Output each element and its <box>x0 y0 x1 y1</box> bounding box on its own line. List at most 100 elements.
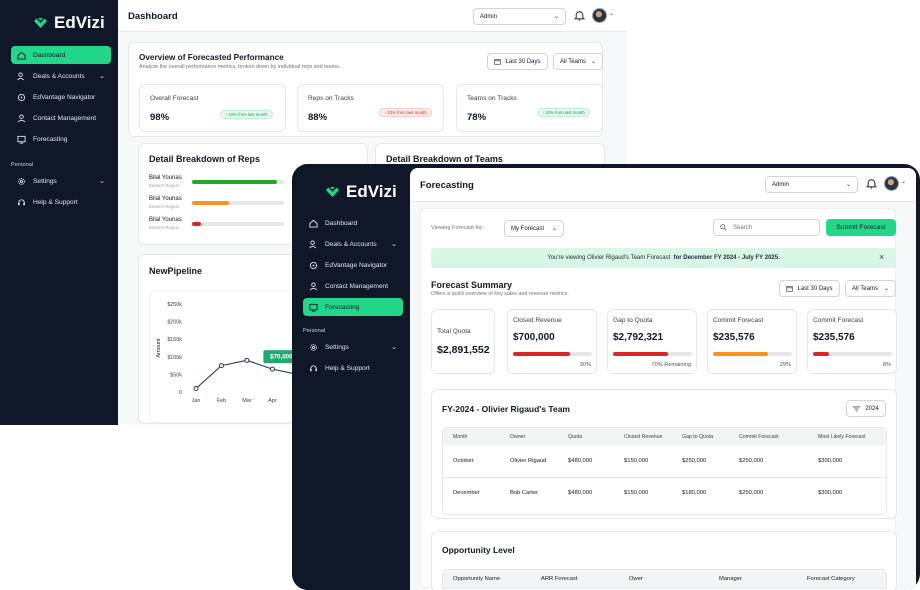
table-column-header: Forecast Category <box>807 576 855 582</box>
sidebar-item-label: Deals & Accounts <box>33 72 85 80</box>
date-range-button[interactable]: Last 30 Days <box>487 53 548 70</box>
search-input[interactable]: Search <box>713 219 820 236</box>
table-cell: $150,000 <box>624 458 649 464</box>
table-column-header: Owner <box>510 434 526 440</box>
viewing-select-value: My Forecast <box>511 225 545 232</box>
sidebar-item-deals[interactable]: Deals & Accounts ⌄ <box>303 235 403 253</box>
metric-note: 70% Remaining <box>651 362 692 368</box>
calendar-icon <box>494 59 502 65</box>
sidebar-item-label: Contact Management <box>325 282 389 290</box>
chevron-down-icon[interactable]: ⌄ <box>609 11 615 17</box>
data-point <box>269 366 275 372</box>
badge-text: 10% from last month <box>228 112 268 117</box>
users-icon <box>17 71 25 80</box>
tooltip-box <box>263 350 300 364</box>
x-tick-label: Apr <box>268 398 277 404</box>
admin-select[interactable]: Admin ⌄ <box>473 8 566 25</box>
metric-label: Commit Forecast <box>813 317 864 324</box>
table-cell: October <box>453 458 474 464</box>
chevron-down-icon: ⌄ <box>391 241 397 248</box>
sidebar-item-navigator[interactable]: EdVantage Navigator <box>303 256 403 274</box>
admin-select[interactable]: Admin ⌄ <box>765 176 858 193</box>
table-cell: $480,000 <box>568 458 593 464</box>
gear-icon <box>310 343 317 351</box>
personal-section-label: Personal <box>303 328 326 334</box>
sidebar-item-label: Settings <box>325 343 349 351</box>
rep-progress-fill <box>192 201 229 205</box>
date-range-label: Last 30 Days <box>797 285 833 292</box>
date-range-label: Last 30 Days <box>505 58 541 65</box>
table-cell: Olivier Rigaud <box>510 458 547 464</box>
chevron-down-icon: ⌄ <box>553 14 559 20</box>
gear-icon <box>18 177 25 185</box>
sidebar-item-help[interactable]: Help & Support <box>11 193 111 211</box>
sidebar-item-dashboard[interactable]: Dashboard <box>303 214 403 232</box>
table-cell: $250,000 <box>739 490 764 496</box>
kpi-value: 78% <box>467 112 487 123</box>
sidebar-item-settings[interactable]: Settings ⌄ <box>11 172 111 190</box>
table-column-header: Most Likely Forecast <box>818 434 866 440</box>
bell-icon[interactable] <box>574 10 585 21</box>
sidebar: EdVizi Dashboard Deals & Accounts ⌄ EdVa… <box>292 164 410 590</box>
sidebar: EdVizi Dashboard Deals & Accounts ⌄ EdVa… <box>0 0 118 425</box>
page-title: Dashboard <box>128 11 178 22</box>
y-tick-label: $150k <box>167 337 182 343</box>
sidebar-item-dashboard[interactable]: Dashboard <box>11 46 111 64</box>
avatar[interactable] <box>592 8 607 23</box>
table-row[interactable]: October Olivier Rigaud $480,000 $150,000 $25… <box>443 446 886 477</box>
chevron-down-icon[interactable]: ⌄ <box>901 179 907 185</box>
chevron-down-icon: ⌄ <box>391 344 397 351</box>
brand-logo: EdVizi <box>33 13 105 33</box>
metric-progress-track <box>713 352 792 356</box>
viewing-select[interactable]: My Forecast ⌄ <box>504 220 564 237</box>
sidebar-item-help[interactable]: Help & Support <box>303 359 403 377</box>
sidebar-item-forecasting[interactable]: Forecasting <box>11 130 111 148</box>
rep-region: Eastern Region <box>149 204 180 209</box>
bell-icon[interactable] <box>866 178 877 189</box>
data-point <box>218 363 224 369</box>
summary-subtitle: Offers a quick overview of key sales and… <box>431 291 569 297</box>
home-icon <box>309 219 318 228</box>
avatar[interactable] <box>884 176 899 191</box>
metric-value: $2,792,321 <box>613 332 664 343</box>
table-column-header: ARR Forecast <box>541 576 578 582</box>
submit-forecast-button[interactable]: Submit Forecast <box>826 219 896 236</box>
table-row[interactable]: December Bob Carter $480,000 $150,000 $180,0… <box>443 477 886 508</box>
teams-select[interactable]: All Teams ⌄ <box>845 280 896 297</box>
sidebar-item-settings[interactable]: Settings ⌄ <box>303 338 403 356</box>
rep-region: Eastern Region <box>149 225 180 230</box>
rep-progress-track <box>192 180 284 184</box>
sidebar-item-label: Help & Support <box>325 364 370 372</box>
kpi-card: Reps on Tracks 88% ↓ 10% from last month <box>297 84 444 132</box>
teams-title: Detail Breakdown of Teams <box>386 154 503 164</box>
reps-title: Detail Breakdown of Reps <box>149 154 261 164</box>
metric-card: Commit Forecast $235,576 8% <box>807 309 897 374</box>
users-icon <box>309 239 317 248</box>
metric-note: 30% <box>579 362 591 368</box>
logo-check-icon <box>326 186 339 197</box>
metric-value: $700,000 <box>513 332 555 343</box>
sidebar-item-deals[interactable]: Deals & Accounts ⌄ <box>11 67 111 85</box>
badge-text: 10% from last month <box>545 110 585 115</box>
date-range-button[interactable]: Last 30 Days <box>779 280 840 297</box>
kpi-label: Teams on Tracks <box>467 95 517 102</box>
sidebar-item-navigator[interactable]: EdVantage Navigator <box>11 88 111 106</box>
teams-select[interactable]: All Teams ⌄ <box>553 53 603 70</box>
table-column-header: Closed Revenue <box>624 434 663 440</box>
table-cell: $150,000 <box>624 490 649 496</box>
table-column-header: Manager <box>719 576 742 582</box>
chevron-down-icon: ⌄ <box>99 73 105 80</box>
x-tick-label: Feb <box>217 398 226 404</box>
chevron-down-icon: ⌄ <box>845 182 851 188</box>
sidebar-item-contacts[interactable]: Contact Management <box>11 109 111 127</box>
sidebar-item-contacts[interactable]: Contact Management <box>303 277 403 295</box>
topbar: Forecasting Admin ⌄ ⌄ <box>410 168 916 202</box>
year-filter-button[interactable]: 2024 <box>846 400 886 417</box>
sidebar-item-forecasting[interactable]: Forecasting <box>303 298 403 316</box>
contact-icon <box>309 281 318 290</box>
close-icon[interactable]: × <box>879 252 885 262</box>
sidebar-nav: Dashboard Deals & Accounts ⌄ EdVantage N… <box>11 46 111 211</box>
metric-card: Closed Revenue $700,000 30% <box>507 309 597 374</box>
teams-select-value: All Teams <box>560 58 586 65</box>
y-tick-label: $100k <box>167 355 182 361</box>
